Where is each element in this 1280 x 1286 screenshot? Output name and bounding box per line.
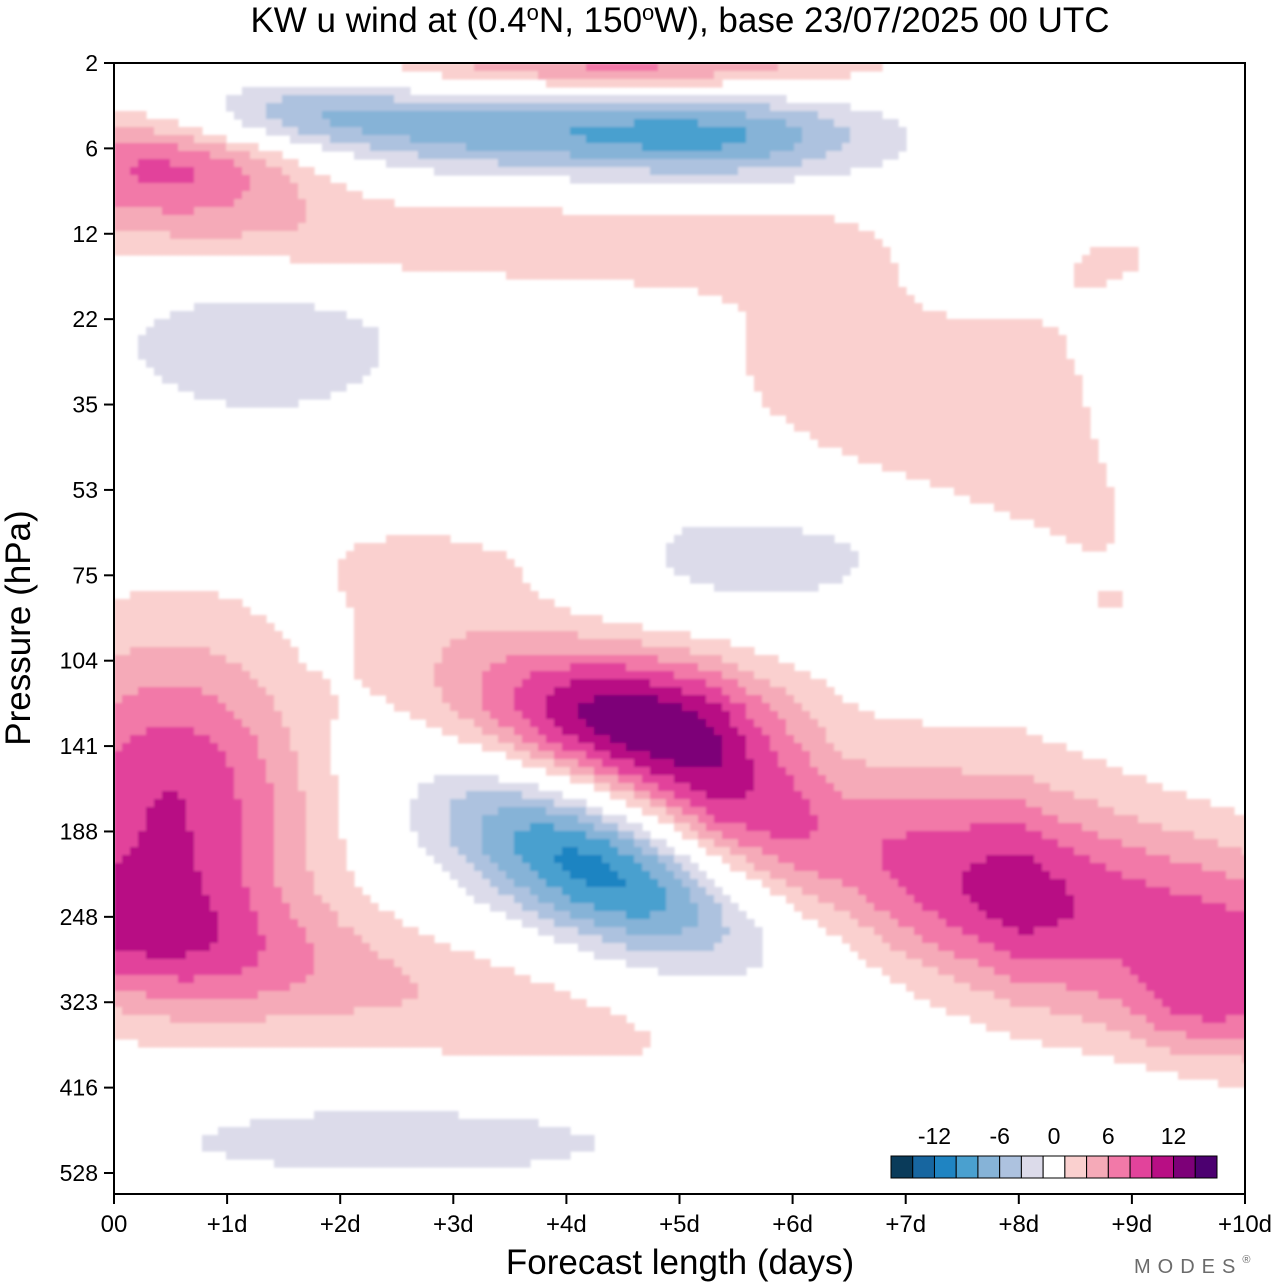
x-tick-label: +1d xyxy=(207,1211,248,1238)
x-tick-label: +3d xyxy=(433,1211,474,1238)
y-tick-label: 2 xyxy=(85,50,98,76)
y-tick-label: 35 xyxy=(72,392,98,418)
colorbar-swatch xyxy=(1086,1155,1109,1179)
x-tick-label: +6d xyxy=(772,1211,813,1238)
x-axis: 00 +1d +2d +3d +4d +5d +6d +7d +8d +9d +10d xyxy=(101,1194,1272,1238)
colorbar-swatch xyxy=(1173,1155,1196,1179)
colorbar-label: 12 xyxy=(1161,1123,1187,1149)
colorbar-swatch xyxy=(1042,1155,1066,1179)
x-tick-label: +8d xyxy=(998,1211,1039,1238)
y-tick-label: 141 xyxy=(60,733,98,759)
y-tick-label: 104 xyxy=(60,648,99,674)
x-tick-label: +9d xyxy=(1112,1211,1153,1238)
colorbar-swatch xyxy=(999,1155,1022,1179)
colorbar-swatch xyxy=(933,1155,957,1179)
x-tick-label: 00 xyxy=(101,1211,128,1238)
modes-logo: MODES® xyxy=(1134,1254,1250,1278)
colorbar-swatch xyxy=(1020,1155,1044,1179)
chart-title: KW u wind at (0.4oN, 150oW), base 23/07/… xyxy=(250,0,1109,40)
y-axis: 2 6 12 22 35 53 75 104 141 188 248 323 416 528 xyxy=(60,50,114,1186)
colorbar-swatch xyxy=(1064,1155,1088,1179)
x-axis-title: Forecast length (days) xyxy=(506,1243,854,1282)
colorbar-swatch xyxy=(977,1155,1001,1179)
colorbar-swatch xyxy=(912,1155,935,1179)
x-tick-label: +2d xyxy=(320,1211,361,1238)
y-tick-label: 22 xyxy=(72,306,98,332)
y-tick-label: 12 xyxy=(72,221,98,247)
y-tick-label: 6 xyxy=(85,135,98,161)
x-tick-label: +7d xyxy=(885,1211,926,1238)
y-tick-label: 75 xyxy=(72,562,98,588)
heatmap-field xyxy=(114,63,1245,1194)
y-axis-title: Pressure (hPa) xyxy=(0,510,38,745)
y-tick-label: 53 xyxy=(72,477,98,503)
y-tick-label: 188 xyxy=(60,818,98,844)
colorbar-label: -6 xyxy=(989,1123,1009,1149)
colorbar-swatch xyxy=(1194,1155,1218,1179)
colorbar-label: -12 xyxy=(918,1123,951,1149)
colorbar-swatch xyxy=(1151,1155,1175,1179)
y-tick-label: 416 xyxy=(60,1075,98,1101)
colorbar-label: 6 xyxy=(1102,1123,1115,1149)
y-tick-label: 248 xyxy=(60,904,98,930)
colorbar: -12 -6 0 6 12 xyxy=(885,1114,1223,1184)
colorbar-label: 0 xyxy=(1048,1123,1061,1149)
colorbar-swatch xyxy=(1107,1155,1131,1179)
x-tick-label: +4d xyxy=(546,1211,587,1238)
colorbar-swatch xyxy=(890,1155,914,1179)
colorbar-swatch xyxy=(955,1155,979,1179)
y-tick-label: 528 xyxy=(60,1160,98,1186)
x-tick-label: +10d xyxy=(1218,1211,1272,1238)
x-tick-label: +5d xyxy=(659,1211,700,1238)
y-tick-label: 323 xyxy=(60,989,98,1015)
colorbar-swatch xyxy=(1129,1155,1153,1179)
